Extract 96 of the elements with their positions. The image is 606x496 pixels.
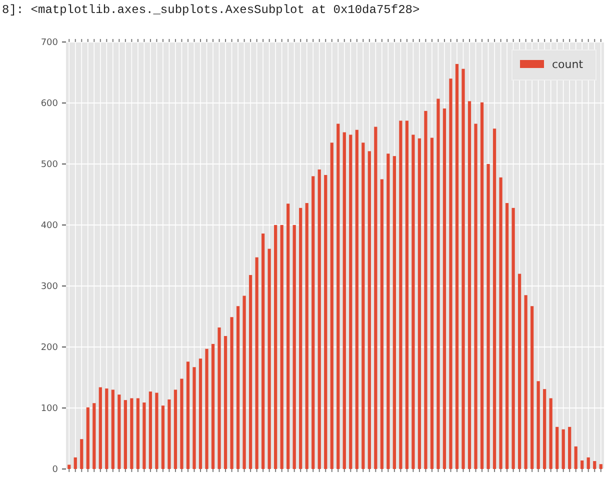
bar — [405, 120, 409, 469]
bar — [505, 203, 509, 469]
bar — [92, 403, 96, 469]
bar — [424, 110, 428, 469]
legend-label: count — [552, 58, 584, 71]
bar — [280, 225, 284, 469]
bar — [98, 387, 102, 469]
bar — [392, 156, 396, 469]
bar — [430, 138, 434, 469]
bar — [586, 457, 590, 469]
bar — [74, 457, 77, 469]
bar — [562, 429, 565, 469]
bar — [230, 317, 234, 469]
bar — [174, 390, 178, 469]
bar — [462, 68, 465, 469]
bar — [312, 176, 315, 469]
bar — [436, 98, 440, 469]
bar — [380, 179, 384, 469]
bar — [242, 296, 246, 469]
bar — [261, 234, 265, 469]
bar — [593, 461, 596, 469]
bar — [330, 142, 334, 469]
bar — [386, 154, 390, 469]
bar — [599, 464, 602, 469]
bar — [524, 295, 528, 469]
y-tick-label: 100 — [40, 404, 58, 414]
bar — [255, 257, 258, 469]
bar — [580, 460, 584, 469]
bar — [286, 204, 290, 469]
bar — [268, 248, 271, 469]
bar — [442, 108, 446, 469]
y-tick-label: 400 — [40, 220, 58, 231]
bar — [180, 378, 184, 469]
bar — [418, 138, 422, 469]
bar — [324, 174, 328, 469]
bar — [111, 390, 114, 469]
bar — [549, 398, 552, 469]
bar — [536, 381, 540, 469]
bar — [349, 134, 352, 469]
bar — [292, 225, 296, 469]
bar — [86, 407, 90, 469]
bar — [492, 128, 496, 469]
bar — [474, 124, 478, 469]
bar — [68, 464, 71, 469]
bar — [518, 274, 522, 469]
bar — [130, 398, 134, 469]
bar — [486, 164, 490, 469]
bar — [568, 426, 572, 469]
bar — [248, 275, 252, 469]
bar — [168, 399, 171, 469]
bar — [224, 336, 228, 469]
bar — [480, 102, 484, 469]
bar — [374, 126, 378, 469]
y-tick-label: 600 — [40, 98, 58, 109]
bar — [449, 78, 452, 469]
bar — [318, 169, 321, 469]
bar — [105, 388, 108, 469]
bar — [399, 120, 402, 469]
bar — [499, 177, 502, 469]
bar — [468, 101, 472, 469]
bar — [543, 389, 546, 469]
text: 8]: <matplotlib.axes._subplots.AxesSubplot at 0x10da75f28> — [2, 3, 420, 17]
bar — [299, 208, 302, 469]
bar — [412, 134, 415, 469]
bar — [218, 327, 221, 469]
bar — [80, 439, 84, 469]
y-tick-label: 200 — [40, 342, 58, 353]
y-tick-label: 0 — [52, 464, 58, 475]
bar — [155, 392, 158, 469]
bar — [118, 394, 121, 469]
y-tick-label: 500 — [40, 160, 58, 170]
bar — [192, 367, 196, 469]
bar — [362, 142, 365, 469]
bar — [355, 130, 358, 469]
bar — [198, 358, 202, 469]
bar — [136, 398, 140, 469]
y-tick-label: 300 — [40, 282, 58, 292]
bar — [455, 64, 459, 469]
bar — [186, 362, 190, 469]
bar — [305, 203, 308, 469]
bar — [530, 306, 534, 469]
bar — [574, 446, 578, 469]
bar — [142, 402, 146, 469]
bar — [274, 225, 278, 469]
bar — [368, 151, 371, 469]
bar — [161, 406, 165, 469]
bar — [342, 132, 346, 469]
bar — [512, 208, 515, 469]
bar — [205, 348, 208, 469]
bar — [556, 426, 559, 469]
bar — [336, 124, 340, 469]
bar — [124, 400, 127, 469]
bar — [236, 306, 240, 469]
bar — [211, 344, 215, 469]
y-tick-label: 700 — [40, 38, 58, 48]
bar — [148, 392, 152, 469]
